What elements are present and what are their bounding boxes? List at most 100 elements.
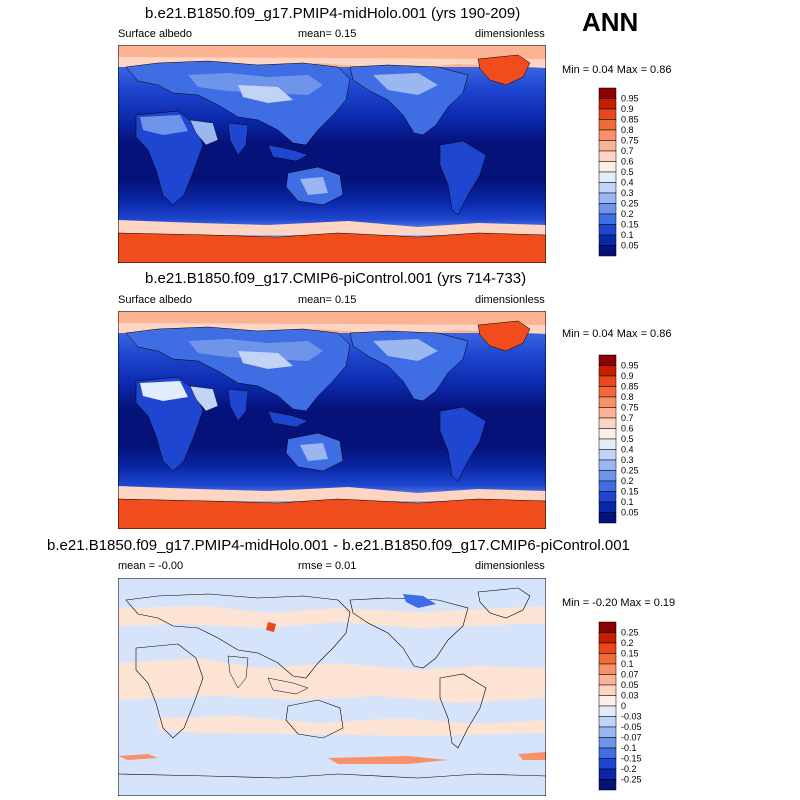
colorbar-tick-label: 0.95 [621, 94, 639, 104]
panel1-minmax: Min = 0.04 Max = 0.86 [562, 64, 672, 76]
colorbar-swatch [598, 632, 617, 644]
colorbar-tick-label: -0.1 [621, 743, 637, 753]
panel1-title: b.e21.B1850.f09_g17.PMIP4-midHolo.001 (y… [145, 5, 521, 22]
australia-coastline [285, 699, 344, 739]
colorbar-swatch [598, 192, 617, 204]
panel1-colorbar: 0.950.90.850.80.750.70.60.50.40.30.250.2… [598, 87, 639, 257]
colorbar-swatch [598, 512, 617, 524]
colorbar-tick-label: 0.8 [621, 125, 634, 135]
colorbar-swatch [598, 386, 617, 398]
colorbar-swatch [598, 245, 617, 257]
colorbar-swatch [598, 758, 617, 770]
south-america-landmass [439, 406, 487, 482]
panel3-units-label: dimensionless [475, 560, 545, 572]
colorbar-swatch [598, 161, 617, 173]
colorbar-tick-label: 0.05 [621, 680, 639, 690]
colorbar-tick-label: 0.2 [621, 209, 634, 219]
panel1-units-label: dimensionless [475, 28, 545, 40]
colorbar-swatch [598, 438, 617, 450]
panel3-minmax: Min = -0.20 Max = 0.19 [562, 597, 676, 609]
panel2-title: b.e21.B1850.f09_g17.CMIP6-piControl.001 … [145, 270, 527, 287]
colorbar-swatch [598, 407, 617, 419]
colorbar-tick-label: 0.1 [621, 230, 634, 240]
greenland-landmass [477, 54, 531, 86]
north-america-landmass [349, 330, 469, 402]
colorbar-tick-label: 0.25 [621, 628, 639, 638]
colorbar-swatch [598, 747, 617, 759]
colorbar-tick-label: 0.3 [621, 188, 634, 198]
colorbar-swatch [598, 653, 617, 665]
colorbar-swatch [598, 129, 617, 141]
colorbar-swatch [598, 417, 617, 429]
colorbar-tick-label: 0.07 [621, 670, 639, 680]
colorbar-swatch [598, 119, 617, 131]
colorbar-tick-label: 0.05 [621, 241, 639, 251]
colorbar-swatch [598, 213, 617, 225]
panel2-map [118, 311, 546, 529]
panel3-mean-label: mean = -0.00 [118, 560, 184, 572]
colorbar-tick-label: 0.03 [621, 691, 639, 701]
colorbar-tick-label: 0.85 [621, 115, 639, 125]
colorbar-swatch [598, 171, 617, 183]
colorbar-swatch [598, 375, 617, 387]
colorbar-tick-label: 0.15 [621, 487, 639, 497]
panel2-colorbar: 0.950.90.850.80.750.70.60.50.40.30.250.2… [598, 354, 639, 524]
colorbar-tick-label: 0.75 [621, 403, 639, 413]
colorbar-swatch [598, 449, 617, 461]
colorbar-tick-label: 0 [621, 701, 626, 711]
colorbar-tick-label: 0.5 [621, 434, 634, 444]
colorbar-tick-label: 0.6 [621, 424, 634, 434]
colorbar-swatch [598, 663, 617, 675]
south-america-coastline [439, 673, 487, 749]
colorbar-swatch [598, 87, 617, 99]
colorbar-swatch [598, 365, 617, 377]
colorbar-swatch [598, 716, 617, 728]
colorbar-swatch [598, 470, 617, 482]
panel1-mean-label: mean= 0.15 [298, 28, 357, 40]
colorbar-tick-label: 0.5 [621, 167, 634, 177]
colorbar-swatch [598, 684, 617, 696]
colorbar-tick-label: 0.8 [621, 392, 634, 402]
panel2-minmax: Min = 0.04 Max = 0.86 [562, 328, 672, 340]
colorbar-swatch [598, 182, 617, 194]
colorbar-tick-label: 0.15 [621, 649, 639, 659]
colorbar-swatch [598, 150, 617, 162]
colorbar-tick-label: 0.4 [621, 178, 634, 188]
colorbar-tick-label: -0.03 [621, 712, 642, 722]
colorbar-tick-label: 0.9 [621, 371, 634, 381]
antarctica-landmass [118, 232, 546, 263]
panel2-units-label: dimensionless [475, 294, 545, 306]
colorbar-tick-label: 0.1 [621, 659, 634, 669]
colorbar-swatch [598, 768, 617, 780]
antarctica-coastline [118, 773, 546, 779]
colorbar-swatch [598, 354, 617, 366]
panel1-map [118, 45, 546, 263]
colorbar-tick-label: 0.1 [621, 497, 634, 507]
north-america-coastline [349, 597, 469, 669]
panel1-variable-label: Surface albedo [118, 28, 192, 40]
colorbar-tick-label: -0.05 [621, 722, 642, 732]
colorbar-tick-label: -0.15 [621, 754, 642, 764]
colorbar-swatch [598, 695, 617, 707]
antarctica-landmass [118, 498, 546, 529]
panel2-variable-label: Surface albedo [118, 294, 192, 306]
colorbar-swatch [598, 203, 617, 215]
colorbar-swatch [598, 396, 617, 408]
colorbar-swatch [598, 108, 617, 120]
colorbar-tick-label: 0.2 [621, 638, 634, 648]
panel3-colorbar: 0.250.20.150.10.070.050.030-0.03-0.05-0.… [598, 621, 642, 791]
eurasia-coastline [125, 593, 351, 679]
colorbar-tick-label: -0.07 [621, 733, 642, 743]
north-america-landmass [349, 64, 469, 136]
colorbar-tick-label: -0.25 [621, 775, 642, 785]
colorbar-tick-label: 0.25 [621, 466, 639, 476]
colorbar-tick-label: 0.05 [621, 508, 639, 518]
colorbar-tick-label: 0.6 [621, 157, 634, 167]
colorbar-swatch [598, 234, 617, 246]
colorbar-tick-label: 0.7 [621, 413, 634, 423]
colorbar-swatch [598, 428, 617, 440]
colorbar-tick-label: 0.4 [621, 445, 634, 455]
colorbar-swatch [598, 642, 617, 654]
colorbar-swatch [598, 491, 617, 503]
colorbar-swatch [598, 726, 617, 738]
